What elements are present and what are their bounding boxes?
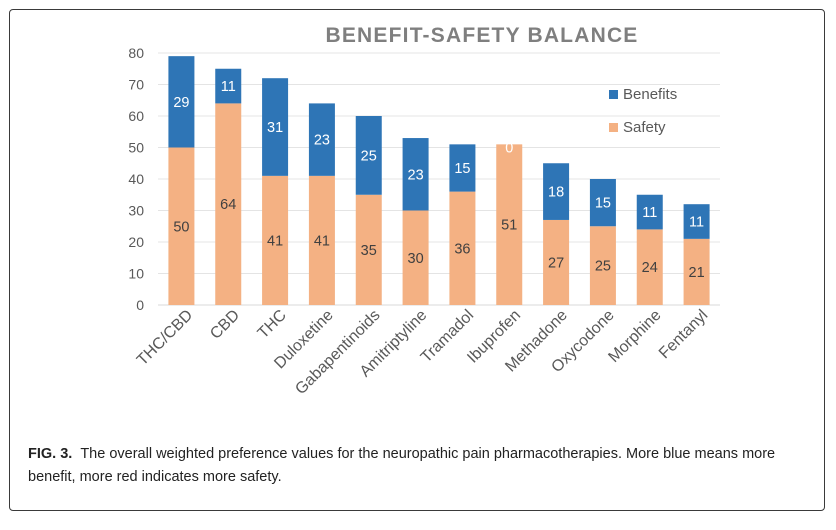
bar-safety (449, 191, 476, 305)
data-label-safety: 35 (361, 243, 377, 259)
y-tick-label: 70 (128, 77, 144, 93)
data-label-benefits: 23 (314, 133, 330, 149)
data-label-benefits: 18 (548, 185, 564, 201)
y-axis-ticks: 0 10 20 30 40 50 60 70 80 (128, 45, 144, 313)
data-label-safety: 24 (642, 260, 658, 276)
data-label-safety: 50 (173, 219, 189, 235)
x-tick-label: Fentanyl (656, 307, 711, 362)
y-tick-label: 0 (136, 297, 144, 313)
data-label-safety: 41 (267, 233, 283, 249)
y-tick-label: 60 (128, 108, 144, 124)
y-tick-label: 80 (128, 45, 144, 61)
bar-benefits (168, 56, 195, 148)
x-tick-label: THC (255, 307, 290, 342)
bar-benefits (215, 68, 242, 104)
data-label-benefits: 15 (454, 161, 470, 177)
bar-benefits (636, 194, 663, 230)
bar-benefits (589, 179, 616, 227)
chart-title: BENEFIT-SAFETY BALANCE (325, 24, 638, 47)
bar-safety (636, 229, 663, 305)
caption-label: FIG. 3. (28, 446, 73, 462)
gridlines (158, 52, 720, 274)
bar-benefits (308, 103, 335, 176)
data-label-benefits: 31 (267, 120, 283, 136)
bar-benefits (262, 78, 289, 176)
bar-safety (168, 147, 195, 305)
legend-label-benefits: Benefits (623, 86, 677, 103)
data-label-safety: 21 (689, 265, 705, 281)
data-label-safety: 36 (454, 241, 470, 257)
data-label-benefits: 15 (595, 196, 611, 212)
bar-safety (496, 144, 523, 305)
bar-safety (543, 219, 570, 305)
data-label-safety: 41 (314, 233, 330, 249)
legend-swatch-benefits (609, 90, 618, 99)
figure-caption: FIG. 3. The overall weighted preference v… (28, 443, 798, 489)
data-label-safety: 64 (220, 197, 236, 213)
data-label-benefits: 29 (173, 95, 189, 111)
x-axis-ticks: THC/CBD CBD THCDuloxetineGabapentinoidsAmi… (134, 307, 711, 398)
bar-safety (308, 175, 335, 305)
legend-label-safety: Safety (623, 119, 666, 136)
data-label-safety: 25 (595, 259, 611, 275)
bar-benefits (402, 138, 429, 211)
bar-safety (683, 238, 710, 305)
data-label-benefits: 25 (361, 148, 377, 164)
bar-safety (215, 103, 242, 306)
bar-benefits (543, 163, 570, 220)
y-tick-label: 20 (128, 234, 144, 250)
x-tick-label: CBD (207, 307, 243, 343)
bar-benefits (683, 204, 710, 239)
data-label-safety: 27 (548, 255, 564, 271)
data-label-benefits: 0 (505, 140, 513, 156)
bar-safety (355, 194, 382, 305)
bar-safety (402, 210, 429, 305)
legend-swatch-safety (609, 123, 618, 132)
benefit-safety-chart: 50 29 64 11 41 31 41 23 35 25 30 23 36 15 51 0 27 18 25 15 2… (128, 24, 720, 398)
x-tick-label: THC/CBD (134, 307, 196, 369)
y-tick-label: 10 (128, 266, 144, 282)
bar-benefits (355, 116, 382, 195)
data-label-benefits: 23 (408, 167, 424, 183)
data-label-benefits: 11 (689, 215, 704, 231)
y-tick-label: 40 (128, 171, 144, 187)
bar-benefits (449, 144, 476, 192)
x-tick-label: Gabapentinoids (292, 307, 383, 398)
y-tick-label: 50 (128, 140, 144, 156)
bar-safety (589, 226, 616, 305)
y-tick-label: 30 (128, 203, 144, 219)
data-label-safety: 30 (408, 251, 424, 267)
bar-safety (262, 175, 289, 305)
data-label-benefits: 11 (221, 79, 236, 95)
bars: 50 29 64 11 41 31 41 23 35 25 30 23 36 15 51 0 27 18 25 15 2… (168, 56, 710, 306)
data-label-benefits: 11 (642, 205, 657, 221)
caption-text: The overall weighted preference values f… (28, 446, 776, 485)
data-label-safety: 51 (501, 218, 517, 234)
legend: Benefits Safety (609, 86, 677, 136)
